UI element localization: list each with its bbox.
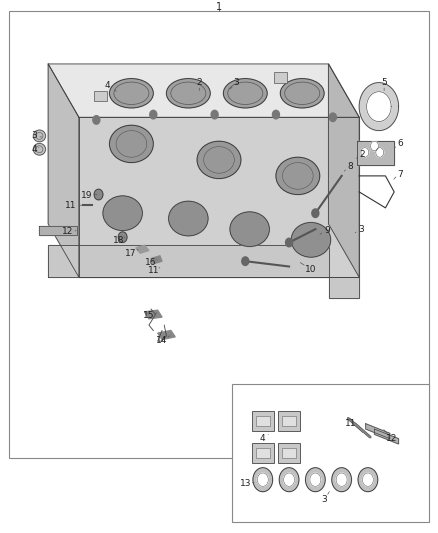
Polygon shape (48, 245, 359, 298)
Circle shape (211, 110, 218, 119)
Text: 15: 15 (143, 311, 155, 320)
Text: 2: 2 (197, 78, 202, 87)
Bar (252, 411, 274, 431)
Text: 11: 11 (65, 201, 77, 209)
Polygon shape (48, 64, 79, 277)
Text: 3: 3 (233, 78, 240, 87)
Ellipse shape (358, 468, 378, 491)
Text: 10: 10 (305, 265, 317, 274)
Text: 9: 9 (325, 226, 331, 235)
Circle shape (376, 148, 384, 157)
Bar (252, 443, 274, 463)
Ellipse shape (291, 223, 331, 257)
Polygon shape (151, 256, 162, 264)
Text: 8: 8 (347, 162, 353, 171)
Bar (94, 91, 107, 101)
Polygon shape (328, 64, 359, 277)
Circle shape (329, 113, 336, 122)
Bar (256, 416, 270, 426)
Polygon shape (158, 330, 175, 340)
Bar (282, 448, 296, 458)
Ellipse shape (169, 201, 208, 236)
Polygon shape (145, 310, 162, 319)
Ellipse shape (336, 473, 347, 486)
Ellipse shape (33, 130, 46, 142)
Circle shape (312, 209, 319, 217)
Text: 5: 5 (381, 78, 387, 87)
Text: 7: 7 (397, 171, 403, 179)
Text: 4: 4 (260, 434, 265, 442)
Circle shape (94, 189, 103, 200)
Bar (9, 11, 429, 458)
Polygon shape (357, 141, 394, 165)
Text: 17: 17 (125, 249, 136, 257)
Ellipse shape (230, 212, 269, 247)
Ellipse shape (362, 473, 373, 486)
Text: 11: 11 (345, 419, 356, 428)
Ellipse shape (33, 143, 46, 155)
Polygon shape (48, 64, 359, 117)
Ellipse shape (253, 468, 272, 491)
Bar (278, 443, 300, 463)
Text: 11: 11 (148, 266, 160, 275)
Text: 6: 6 (397, 140, 403, 148)
Ellipse shape (279, 468, 299, 491)
Circle shape (272, 110, 279, 119)
Text: 16: 16 (145, 258, 157, 266)
Polygon shape (367, 92, 391, 122)
Polygon shape (39, 226, 77, 235)
Ellipse shape (257, 473, 268, 486)
Polygon shape (79, 117, 359, 277)
Ellipse shape (280, 78, 324, 108)
Text: 3: 3 (358, 225, 364, 233)
Text: 18: 18 (113, 237, 124, 245)
Text: 1: 1 (216, 2, 222, 12)
Text: 12: 12 (62, 228, 74, 236)
Ellipse shape (197, 141, 241, 179)
Circle shape (361, 148, 369, 157)
Circle shape (286, 238, 293, 247)
Ellipse shape (276, 157, 320, 195)
Ellipse shape (110, 78, 153, 108)
Ellipse shape (332, 468, 351, 491)
Text: 13: 13 (240, 480, 252, 488)
Bar (274, 72, 287, 83)
Text: 3: 3 (31, 132, 37, 140)
Text: 19: 19 (81, 191, 92, 200)
Text: 4: 4 (105, 81, 110, 90)
Polygon shape (366, 424, 390, 439)
Text: 3: 3 (321, 496, 327, 504)
Polygon shape (359, 83, 399, 131)
Ellipse shape (310, 473, 321, 486)
Circle shape (93, 116, 100, 124)
Ellipse shape (284, 473, 295, 486)
Text: 4: 4 (32, 145, 37, 154)
Polygon shape (374, 429, 399, 444)
Text: 14: 14 (156, 336, 168, 344)
Circle shape (242, 257, 249, 265)
Circle shape (118, 232, 127, 243)
Circle shape (371, 141, 378, 151)
Ellipse shape (305, 468, 325, 491)
Polygon shape (136, 245, 149, 253)
Circle shape (150, 110, 157, 119)
Ellipse shape (110, 125, 153, 163)
Bar (256, 448, 270, 458)
Bar (278, 411, 300, 431)
Bar (282, 416, 296, 426)
Ellipse shape (166, 78, 210, 108)
Text: 12: 12 (386, 434, 398, 442)
Ellipse shape (223, 78, 267, 108)
Bar (232, 384, 429, 522)
Text: 2: 2 (360, 150, 365, 159)
Ellipse shape (103, 196, 142, 230)
